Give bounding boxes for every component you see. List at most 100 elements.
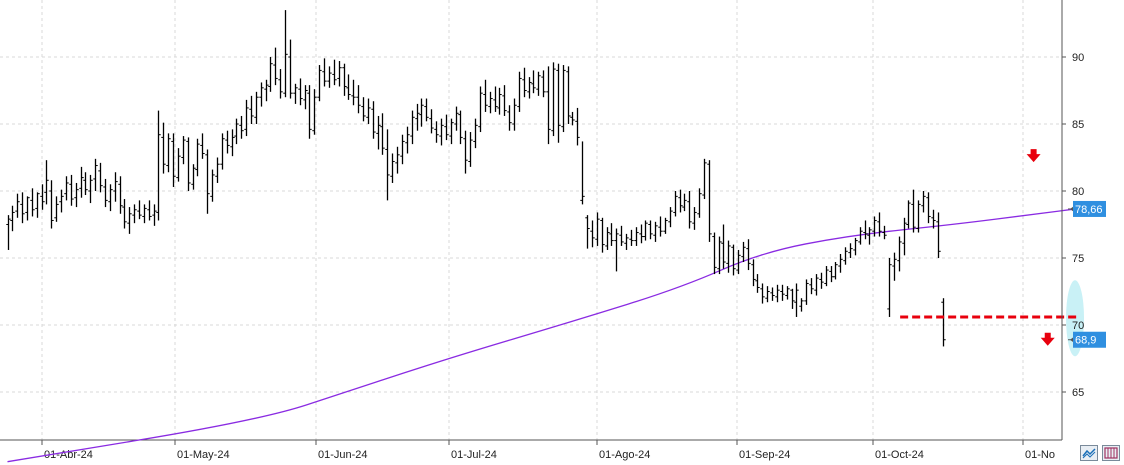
ohlc-bar — [220, 133, 225, 170]
x-tick-label: 01-Oct-24 — [875, 449, 924, 461]
ohlc-bar — [770, 287, 775, 301]
ohlc-bar — [156, 110, 161, 221]
ohlc-bar — [395, 146, 400, 174]
ohlc-bar — [234, 118, 239, 145]
ohlc-bar — [400, 134, 405, 165]
ohlc-bar — [161, 122, 166, 174]
moving-average-layer — [7, 208, 1085, 463]
ohlc-bar — [580, 141, 585, 205]
ohlc-bar — [83, 172, 88, 196]
ohlc-bar — [366, 98, 371, 124]
ohlc-bar — [49, 180, 54, 229]
ohlc-bar — [79, 166, 84, 198]
ohlc-bar — [790, 288, 795, 309]
ohlc-bar — [195, 138, 200, 177]
ohlc-bar — [254, 91, 259, 124]
x-tick-label: 01-No — [1025, 449, 1055, 461]
ohlc-bar — [444, 114, 449, 141]
ohlc-bar — [653, 221, 658, 242]
ohlc-bar — [858, 227, 863, 245]
ohlc-bar — [98, 162, 103, 193]
ohlc-bar — [838, 253, 843, 273]
chart-settings-button[interactable] — [1102, 445, 1120, 461]
ohlc-bar — [843, 247, 848, 265]
ohlc-bar — [6, 215, 11, 250]
price-label-box — [1073, 331, 1106, 348]
ohlc-bar — [897, 236, 902, 272]
ohlc-bar — [829, 266, 834, 283]
ohlc-bar — [473, 118, 478, 149]
ohlc-bar — [152, 204, 157, 226]
ohlc-bar — [278, 69, 283, 99]
ohlc-bar — [298, 78, 303, 106]
ohlc-bar — [118, 176, 123, 214]
ohlc-bar — [527, 77, 532, 99]
ohlc-bar — [605, 227, 610, 250]
ohlc-bar — [755, 274, 760, 293]
ohlc-bar — [624, 233, 629, 250]
ohlc-bar — [317, 65, 322, 102]
ohlc-bar — [40, 184, 45, 210]
price-label-box — [1073, 200, 1106, 217]
ohlc-bar — [824, 266, 829, 287]
ohlc-bar — [673, 191, 678, 217]
ohlc-bar — [736, 249, 741, 275]
ohlc-bar — [916, 200, 921, 233]
ohlc-bar — [546, 66, 551, 145]
x-tick-label: 01-Ago-24 — [599, 449, 650, 461]
ohlc-bar — [385, 129, 390, 201]
ohlc-bar — [833, 262, 838, 280]
ohlc-bar — [322, 58, 327, 87]
ohlc-bar — [497, 87, 502, 115]
ohlc-bar — [906, 200, 911, 229]
x-tick-label: 01-May-24 — [177, 449, 230, 461]
chart-toggle-icon — [1082, 448, 1096, 459]
ohlc-bar — [439, 118, 444, 146]
ohlc-bar — [478, 86, 483, 133]
ohlc-bar — [848, 243, 853, 258]
x-tick-label: 01-Jul-24 — [451, 449, 497, 461]
ohlc-bar — [639, 224, 644, 244]
ohlc-bar — [721, 224, 726, 269]
ohlc-bar — [785, 286, 790, 300]
ohlc-bar — [191, 164, 196, 190]
ohlc-bar — [132, 204, 137, 224]
ohlc-bar — [293, 83, 298, 104]
ohlc-bar — [380, 113, 385, 155]
ohlc-bar — [288, 39, 293, 99]
ohlc-bar — [410, 110, 415, 145]
chart-toggle-button[interactable] — [1080, 445, 1098, 461]
ohlc-bar — [429, 109, 434, 134]
ohlc-bar — [863, 220, 868, 240]
ohlc-bar — [692, 207, 697, 230]
ohlc-bar — [531, 70, 536, 94]
ohlc-bar — [88, 174, 93, 204]
ohlc-bar — [225, 130, 230, 154]
annotation-layer — [900, 149, 1077, 346]
ohlc-bar — [867, 227, 872, 245]
x-tick-label: 01-Sep-24 — [739, 449, 790, 461]
ohlc-bar — [108, 184, 113, 212]
ohlc-bar — [415, 103, 420, 131]
ohlc-bar — [59, 189, 64, 213]
ohlc-bar — [463, 130, 468, 174]
ohlc-bar — [658, 216, 663, 237]
ohlc-bar — [941, 298, 946, 347]
ohlc-bar — [74, 182, 79, 208]
ohlc-bar — [585, 215, 590, 249]
y-tick-label: 75 — [1072, 253, 1084, 265]
price-label: 78,66 — [1068, 200, 1106, 217]
ohlc-bar — [449, 118, 454, 145]
ohlc-bar — [595, 212, 600, 246]
ohlc-bar — [741, 241, 746, 263]
ohlc-bar — [717, 236, 722, 275]
ohlc-bar — [746, 239, 751, 271]
ohlc-bar — [419, 98, 424, 127]
ohlc-bar — [507, 105, 512, 131]
ohlc-bar — [541, 70, 546, 98]
ohlc-bar — [536, 71, 541, 96]
ohlc-bar — [483, 79, 488, 112]
ohlc-bar — [259, 82, 264, 107]
ohlc-bar — [137, 200, 142, 220]
